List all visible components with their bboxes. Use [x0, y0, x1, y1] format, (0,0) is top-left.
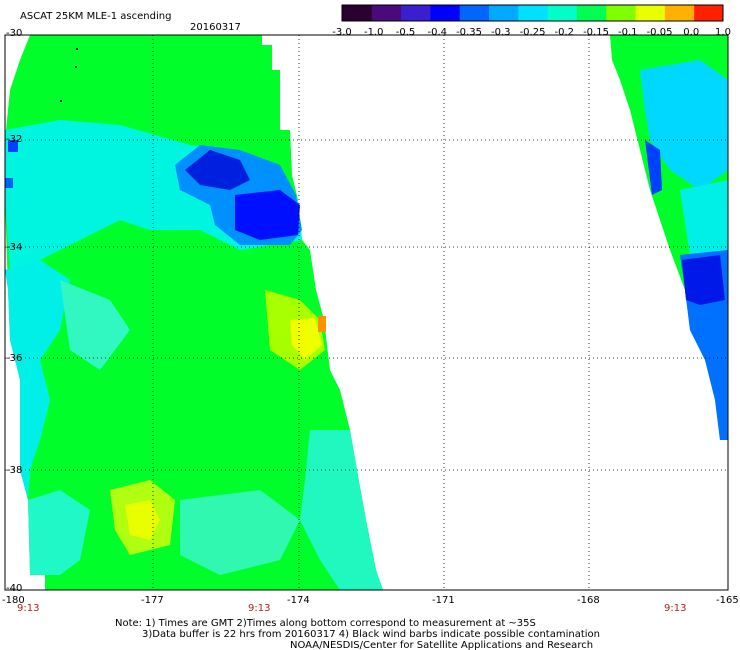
- lat-label: -38: [6, 465, 22, 476]
- wind-field-right-swath: [610, 35, 728, 440]
- colorbar-segment: [488, 5, 519, 21]
- colorbar-segment: [635, 5, 665, 21]
- cyan-region-right-north: [640, 60, 728, 190]
- colorbar-tick-label: -0.2: [554, 27, 574, 38]
- note-line-3: NOAA/NESDIS/Center for Satellite Applica…: [290, 640, 593, 650]
- contamination-mark-1: [76, 48, 78, 50]
- lat-label: -30: [6, 28, 22, 39]
- colorbar-tick-label: -0.25: [520, 27, 546, 38]
- colorbar-segment: [576, 5, 607, 21]
- colorbar-tick-label: -0.35: [456, 27, 482, 38]
- map-date: 20160317: [190, 22, 241, 33]
- colorbar-segment: [429, 5, 460, 21]
- lat-label: -34: [6, 242, 22, 253]
- lat-label: -32: [6, 134, 22, 145]
- dark-blue-core-east: [235, 190, 300, 240]
- yellow-patch-south: [125, 500, 160, 540]
- lon-label: -165: [716, 595, 739, 606]
- colorbar: [341, 4, 724, 22]
- blue-streak-right: [645, 140, 662, 195]
- lon-label: -174: [287, 595, 310, 606]
- colorbar-segment: [605, 5, 636, 21]
- time-label: 9:13: [17, 603, 39, 614]
- colorbar-segment: [371, 5, 402, 21]
- time-label: 9:13: [248, 603, 270, 614]
- colorbar-tick-label: -0.5: [396, 27, 416, 38]
- lat-label: -40: [6, 583, 22, 594]
- colorbar-tick-label: -0.4: [427, 27, 447, 38]
- colorbar-segment: [664, 5, 695, 21]
- yellow-patch-east: [290, 318, 322, 360]
- cyan-region-right-mid: [680, 180, 728, 255]
- wind-field-left-swath: [5, 35, 383, 590]
- colorbar-segment: [459, 5, 490, 21]
- colorbar-labels: -3.0 -1.0 -0.5 -0.4 -0.35 -0.3 -0.25 -0.2 -0.15-…: [332, 27, 731, 38]
- colorbar-segment: [517, 5, 548, 21]
- map-grid: [5, 35, 728, 590]
- colorbar-tick-label: 1.0: [715, 27, 731, 38]
- map-frame: [4, 34, 729, 591]
- cyan-region-central: [60, 280, 130, 370]
- contamination-mark-3: [60, 100, 62, 102]
- dark-blue-region-right: [682, 255, 725, 305]
- cyan-region-south-central: [180, 490, 300, 575]
- cyan-region-west: [5, 260, 70, 500]
- cyan-region-southwest: [28, 490, 90, 575]
- colorbar-segment: [342, 5, 372, 21]
- note-line-2: 3)Data buffer is 22 hrs from 20160317 4)…: [142, 629, 600, 640]
- map-title: ASCAT 25KM MLE-1 ascending: [20, 11, 171, 22]
- colorbar-tick-label: 0.0: [683, 27, 699, 38]
- lon-label: -168: [577, 595, 600, 606]
- colorbar-tick-label: -3.0: [332, 27, 352, 38]
- colorbar-tick-label: -1.0: [364, 27, 384, 38]
- cyan-region-southeast: [300, 430, 383, 590]
- blue-pixel-west-2: [5, 178, 13, 188]
- time-labels: 9:13 9:13 9:13: [17, 603, 686, 614]
- colorbar-tick-label: -0.1: [618, 27, 638, 38]
- lon-label: -177: [141, 595, 164, 606]
- colorbar-tick-label: -0.15: [583, 27, 609, 38]
- colorbar-segment: [547, 5, 577, 21]
- orange-pixel: [318, 316, 326, 332]
- blue-pixel-west: [8, 140, 18, 152]
- colorbar-segment: [400, 5, 431, 21]
- longitude-labels: -180 -177 -174 -171 -168 -165: [2, 595, 739, 606]
- latitude-labels: -30 -32 -34 -36 -38 -40: [6, 28, 22, 594]
- contamination-mark-2: [75, 66, 77, 68]
- colorbar-segment: [693, 5, 724, 21]
- note-line-1: Note: 1) Times are GMT 2)Times along bot…: [115, 618, 536, 629]
- dark-blue-core: [185, 150, 250, 190]
- notes: Note: 1) Times are GMT 2)Times along bot…: [115, 618, 600, 650]
- lat-label: -36: [6, 353, 22, 364]
- lon-label: -171: [432, 595, 455, 606]
- time-label: 9:13: [664, 603, 686, 614]
- colorbar-tick-label: -0.3: [491, 27, 511, 38]
- colorbar-tick-label: -0.05: [647, 27, 673, 38]
- lon-label: -180: [2, 595, 25, 606]
